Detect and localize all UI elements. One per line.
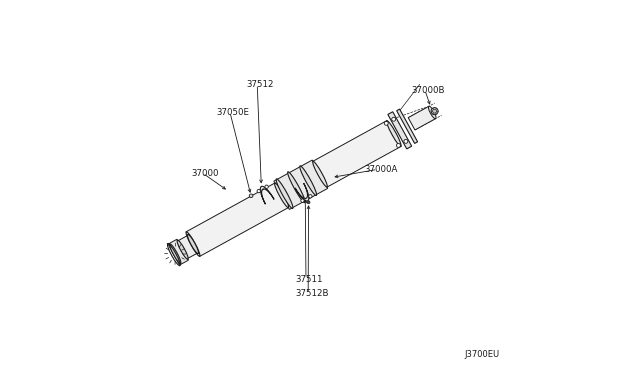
- Text: 37000B: 37000B: [412, 86, 445, 94]
- Ellipse shape: [313, 161, 327, 187]
- Circle shape: [404, 140, 408, 143]
- Ellipse shape: [287, 172, 305, 203]
- Circle shape: [397, 144, 401, 147]
- Text: 37512B: 37512B: [295, 289, 328, 298]
- Polygon shape: [408, 106, 436, 130]
- Polygon shape: [260, 186, 274, 204]
- Text: 37000: 37000: [191, 169, 219, 177]
- Circle shape: [433, 109, 436, 113]
- Circle shape: [265, 185, 268, 188]
- Circle shape: [308, 195, 312, 198]
- Circle shape: [301, 199, 304, 202]
- Text: 37511: 37511: [295, 275, 323, 283]
- Circle shape: [392, 117, 396, 121]
- Ellipse shape: [387, 121, 401, 147]
- Text: 37050E: 37050E: [216, 108, 250, 117]
- Polygon shape: [397, 109, 418, 144]
- Circle shape: [384, 121, 388, 125]
- Ellipse shape: [428, 106, 436, 119]
- Polygon shape: [313, 121, 401, 187]
- Text: 37512: 37512: [246, 80, 274, 89]
- Ellipse shape: [170, 244, 181, 264]
- Polygon shape: [274, 160, 328, 209]
- Ellipse shape: [300, 166, 317, 195]
- Polygon shape: [186, 183, 289, 256]
- Circle shape: [249, 194, 253, 198]
- Text: J3700EU: J3700EU: [464, 350, 499, 359]
- Circle shape: [431, 108, 438, 115]
- Circle shape: [307, 201, 310, 204]
- Polygon shape: [168, 239, 188, 265]
- Circle shape: [308, 202, 309, 203]
- Ellipse shape: [276, 179, 293, 208]
- Polygon shape: [295, 183, 308, 201]
- Ellipse shape: [177, 240, 188, 259]
- Ellipse shape: [188, 234, 198, 254]
- Circle shape: [257, 189, 260, 193]
- Text: 37000A: 37000A: [364, 165, 397, 174]
- Ellipse shape: [275, 183, 289, 208]
- Ellipse shape: [186, 232, 200, 256]
- Polygon shape: [178, 235, 198, 259]
- Polygon shape: [388, 112, 412, 149]
